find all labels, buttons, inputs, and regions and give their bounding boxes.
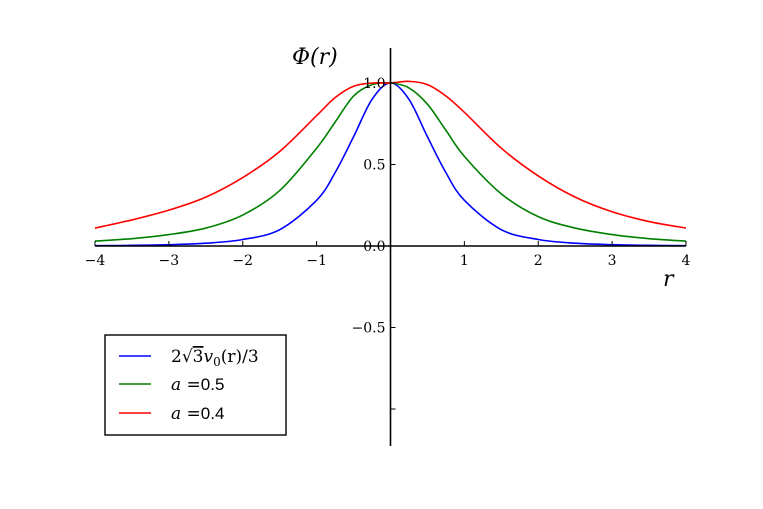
- x-tick-label-0: −4: [85, 253, 106, 269]
- ticks-layer: −4 −3 −2 −1 1 2 3 4 −0.5 0.0 0.5 1.0: [85, 76, 691, 410]
- legend: 2√3v0(r)/3 a =0.5 a =0.4: [104, 334, 287, 436]
- legend-label-0: 2√3v0(r)/3: [171, 347, 259, 369]
- y-tick-label-4: 1.0: [363, 76, 385, 92]
- x-tick-label-7: 3: [608, 253, 617, 269]
- y-tick-label-2: 0.0: [363, 239, 385, 255]
- x-tick-label-6: 2: [534, 253, 543, 269]
- x-tick-label-3: −1: [306, 253, 327, 269]
- y-tick-label-3: 0.5: [363, 158, 385, 174]
- legend-label-1: a =0.5: [171, 375, 224, 395]
- x-axis-title: r: [663, 267, 675, 292]
- x-tick-label-8: 4: [682, 253, 691, 269]
- x-tick-label-1: −3: [159, 253, 180, 269]
- y-tick-label-1: −0.5: [352, 321, 386, 337]
- y-axis-title: Φ(r): [292, 45, 338, 70]
- legend-frame: [104, 334, 287, 436]
- x-tick-label-2: −2: [232, 253, 253, 269]
- x-tick-label-5: 1: [460, 253, 469, 269]
- legend-label-2: a =0.4: [171, 404, 224, 424]
